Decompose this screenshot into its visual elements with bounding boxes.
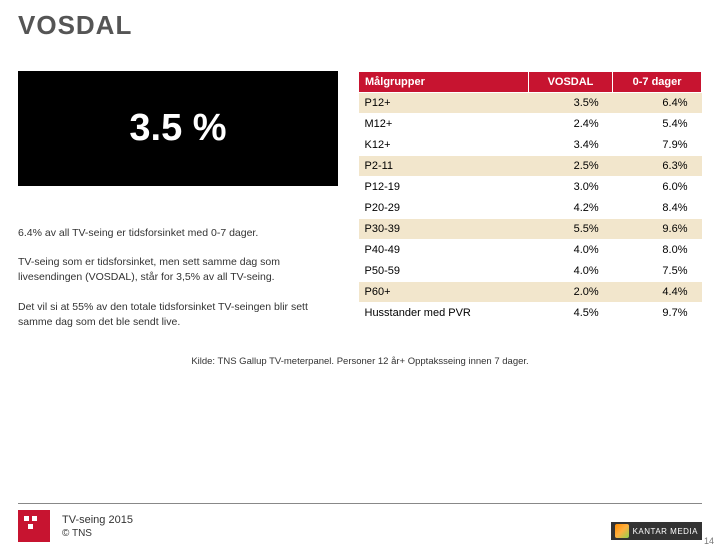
cell-vosdal: 2.5%: [528, 156, 612, 177]
table-row: P12-193.0%6.0%: [359, 177, 702, 198]
page-title: VOSDAL: [18, 10, 720, 41]
cell-label: P12-19: [359, 177, 529, 198]
table-row: P2-112.5%6.3%: [359, 156, 702, 177]
cell-label: P20-29: [359, 198, 529, 219]
cell-vosdal: 2.0%: [528, 282, 612, 303]
table-body: P12+3.5%6.4%M12+2.4%5.4%K12+3.4%7.9%P2-1…: [359, 93, 702, 324]
cell-0-7: 6.4%: [613, 93, 702, 114]
cell-0-7: 6.3%: [613, 156, 702, 177]
table-row: Husstander med PVR4.5%9.7%: [359, 303, 702, 324]
kantar-badge: KANTAR MEDIA: [611, 522, 702, 540]
cell-label: P12+: [359, 93, 529, 114]
cell-0-7: 5.4%: [613, 114, 702, 135]
cell-0-7: 9.7%: [613, 303, 702, 324]
cell-vosdal: 4.0%: [528, 261, 612, 282]
cell-0-7: 9.6%: [613, 219, 702, 240]
cell-vosdal: 3.4%: [528, 135, 612, 156]
table-row: P50-594.0%7.5%: [359, 261, 702, 282]
cell-label: Husstander med PVR: [359, 303, 529, 324]
cell-vosdal: 3.0%: [528, 177, 612, 198]
table-row: P60+2.0%4.4%: [359, 282, 702, 303]
cell-vosdal: 5.5%: [528, 219, 612, 240]
right-column: Målgrupper VOSDAL 0-7 dager P12+3.5%6.4%…: [358, 71, 702, 344]
cell-0-7: 7.5%: [613, 261, 702, 282]
footer-title: TV-seing 2015: [62, 514, 133, 526]
cell-vosdal: 3.5%: [528, 93, 612, 114]
table-row: P20-294.2%8.4%: [359, 198, 702, 219]
cell-0-7: 7.9%: [613, 135, 702, 156]
table-header-row: Målgrupper VOSDAL 0-7 dager: [359, 72, 702, 93]
description-2: TV-seing som er tidsforsinket, men sett …: [18, 255, 338, 285]
table-row: P40-494.0%8.0%: [359, 240, 702, 261]
cell-vosdal: 4.5%: [528, 303, 612, 324]
cell-0-7: 6.0%: [613, 177, 702, 198]
cell-label: P60+: [359, 282, 529, 303]
table-row: M12+2.4%5.4%: [359, 114, 702, 135]
data-table: Målgrupper VOSDAL 0-7 dager P12+3.5%6.4%…: [358, 71, 702, 324]
source-text: Kilde: TNS Gallup TV-meterpanel. Persone…: [0, 356, 720, 367]
cell-0-7: 8.0%: [613, 240, 702, 261]
footer: TV-seing 2015 © TNS KANTAR MEDIA: [18, 503, 702, 542]
table-row: P12+3.5%6.4%: [359, 93, 702, 114]
cell-0-7: 4.4%: [613, 282, 702, 303]
cell-label: M12+: [359, 114, 529, 135]
footer-copyright: © TNS: [62, 528, 133, 539]
cell-label: P40-49: [359, 240, 529, 261]
kantar-logo-icon: [615, 524, 629, 538]
cell-vosdal: 4.2%: [528, 198, 612, 219]
tns-logo-icon: [18, 510, 50, 542]
content-area: 3.5 % 6.4% av all TV-seing er tidsforsin…: [0, 41, 720, 344]
left-column: 3.5 % 6.4% av all TV-seing er tidsforsin…: [18, 71, 338, 344]
page-number: 14: [704, 536, 714, 546]
cell-0-7: 8.4%: [613, 198, 702, 219]
cell-label: P2-11: [359, 156, 529, 177]
description-3: Det vil si at 55% av den totale tidsfors…: [18, 300, 338, 330]
kantar-text: KANTAR MEDIA: [633, 527, 698, 536]
table-row: K12+3.4%7.9%: [359, 135, 702, 156]
headline-percentage-box: 3.5 %: [18, 71, 338, 186]
table-row: P30-395.5%9.6%: [359, 219, 702, 240]
description-1: 6.4% av all TV-seing er tidsforsinket me…: [18, 226, 338, 241]
col-header-groups: Målgrupper: [359, 72, 529, 93]
col-header-0-7: 0-7 dager: [613, 72, 702, 93]
col-header-vosdal: VOSDAL: [528, 72, 612, 93]
cell-label: P50-59: [359, 261, 529, 282]
cell-vosdal: 4.0%: [528, 240, 612, 261]
cell-vosdal: 2.4%: [528, 114, 612, 135]
footer-text-block: TV-seing 2015 © TNS: [62, 514, 133, 539]
cell-label: K12+: [359, 135, 529, 156]
cell-label: P30-39: [359, 219, 529, 240]
